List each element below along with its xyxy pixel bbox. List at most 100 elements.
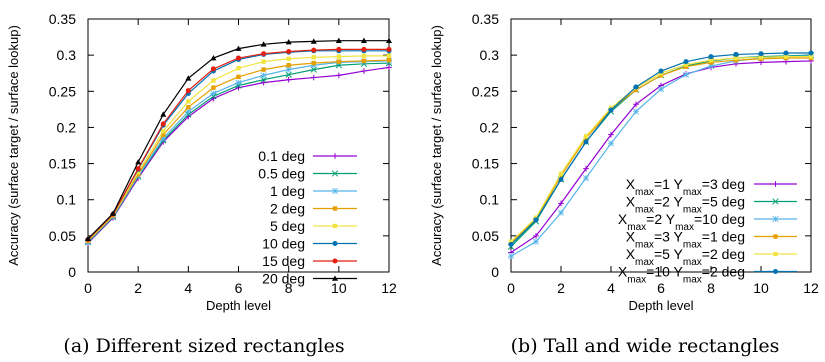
data-point <box>632 108 640 115</box>
data-point <box>658 68 664 74</box>
legend-text: X <box>626 194 636 210</box>
y-tick-label: 0.3 <box>57 47 77 63</box>
legend-label: 10 deg <box>262 236 305 252</box>
y-tick-label: 0.05 <box>472 228 499 244</box>
x-tick-label: 10 <box>753 280 769 296</box>
legend-entry: Xmax=5 Ymax=2 deg <box>626 246 797 268</box>
data-point <box>210 66 216 72</box>
data-point <box>260 79 267 86</box>
data-point <box>683 62 689 67</box>
data-point <box>682 71 690 78</box>
series-line <box>87 66 390 244</box>
data-point <box>758 51 764 57</box>
data-point <box>808 50 814 56</box>
legend-marker <box>332 153 338 159</box>
data-point <box>733 55 739 61</box>
data-point <box>310 66 317 73</box>
legend-marker <box>332 241 338 246</box>
legend-label: 5 deg <box>270 218 305 234</box>
data-point <box>236 55 241 61</box>
data-point <box>110 210 117 216</box>
legend-entry: 0.5 deg <box>258 166 357 182</box>
data-point <box>160 135 167 142</box>
x-tick-label: 8 <box>285 280 293 296</box>
legend-subscript: max <box>627 222 646 233</box>
legend-entry: 15 deg <box>262 253 357 269</box>
legend-text: =2 deg <box>702 246 745 262</box>
legend-subscript: max <box>683 239 702 250</box>
data-point <box>557 209 565 216</box>
data-point <box>533 233 539 239</box>
legend-label: 0.1 deg <box>258 148 305 164</box>
data-point <box>583 165 589 172</box>
data-point <box>161 128 166 134</box>
legend-text: X <box>618 211 628 227</box>
legend-entry: 2 deg <box>270 201 357 217</box>
data-point <box>135 166 141 172</box>
legend-text: =1 deg <box>702 229 745 245</box>
data-point <box>261 51 267 57</box>
x-tick-label: 2 <box>557 280 565 296</box>
legend-subscript: max <box>683 274 702 285</box>
legend-label: 15 deg <box>262 253 305 269</box>
data-point <box>311 47 317 53</box>
legend-text: =5 deg <box>702 194 745 210</box>
data-point <box>361 58 367 64</box>
legend-text: =3 Y <box>654 229 684 245</box>
data-point <box>336 72 342 79</box>
data-point <box>608 131 614 138</box>
figure-caption: (a) Different sized rectangles <box>63 335 344 357</box>
data-point <box>135 170 141 175</box>
data-point <box>507 253 515 260</box>
data-point <box>808 54 814 59</box>
legend-text: =10 deg <box>694 211 745 227</box>
chart-panel-b: 0 0.05 0.1 0.15 0.2 0.25 0.3 0.35 0 2 4 6 8 10 12 Depth… <box>429 11 819 357</box>
data-point <box>582 174 590 182</box>
data-point <box>733 51 739 57</box>
data-point <box>508 242 514 248</box>
legend-marker <box>773 234 778 239</box>
y-tick-label: 0.15 <box>472 156 499 172</box>
legend-entry: 10 deg <box>262 236 357 252</box>
data-point <box>261 67 266 72</box>
y-tick-label: 0.2 <box>57 119 77 135</box>
data-point <box>185 111 192 118</box>
legend-marker <box>772 215 779 223</box>
y-tick-label: 0.15 <box>49 156 76 172</box>
x-tick-label: 6 <box>235 280 243 296</box>
y-tick-label: 0 <box>491 264 499 280</box>
y-tick-label: 0.1 <box>57 192 77 208</box>
x-tick-label: 2 <box>134 280 142 296</box>
data-point <box>758 55 764 60</box>
legend-text: X <box>626 176 636 192</box>
data-point <box>235 45 242 51</box>
series-20-deg <box>85 37 392 242</box>
legend-label: Xmax=1 Ymax=3 deg <box>626 176 745 198</box>
legend-subscript: max <box>627 274 646 285</box>
data-point <box>186 99 191 104</box>
legend-label: 2 deg <box>270 201 305 217</box>
x-tick-label: 0 <box>507 280 515 296</box>
legend-label: 1 deg <box>270 183 305 199</box>
data-point <box>161 132 166 137</box>
data-point <box>683 59 689 65</box>
data-point <box>285 39 292 45</box>
data-point <box>608 107 614 113</box>
legend-label: Xmax=10 Ymax=2 deg <box>618 264 745 286</box>
legend-text: =2 deg <box>702 264 745 280</box>
data-point <box>558 171 564 176</box>
legend-subscript: max <box>635 204 654 215</box>
legend-marker <box>332 223 338 229</box>
data-point <box>508 239 514 244</box>
data-point <box>135 159 142 165</box>
y-tick-label: 0.25 <box>472 83 499 99</box>
legend-label: 0.5 deg <box>258 166 305 182</box>
legend-text: =2 Y <box>646 211 676 227</box>
data-point <box>286 56 291 61</box>
x-tick-label: 4 <box>184 280 192 296</box>
data-point <box>361 53 367 59</box>
data-point <box>657 86 665 93</box>
legend-entry: Xmax=1 Ymax=3 deg <box>626 176 797 198</box>
legend-entry: Xmax=2 Ymax=10 deg <box>618 211 797 233</box>
data-point <box>260 76 267 83</box>
